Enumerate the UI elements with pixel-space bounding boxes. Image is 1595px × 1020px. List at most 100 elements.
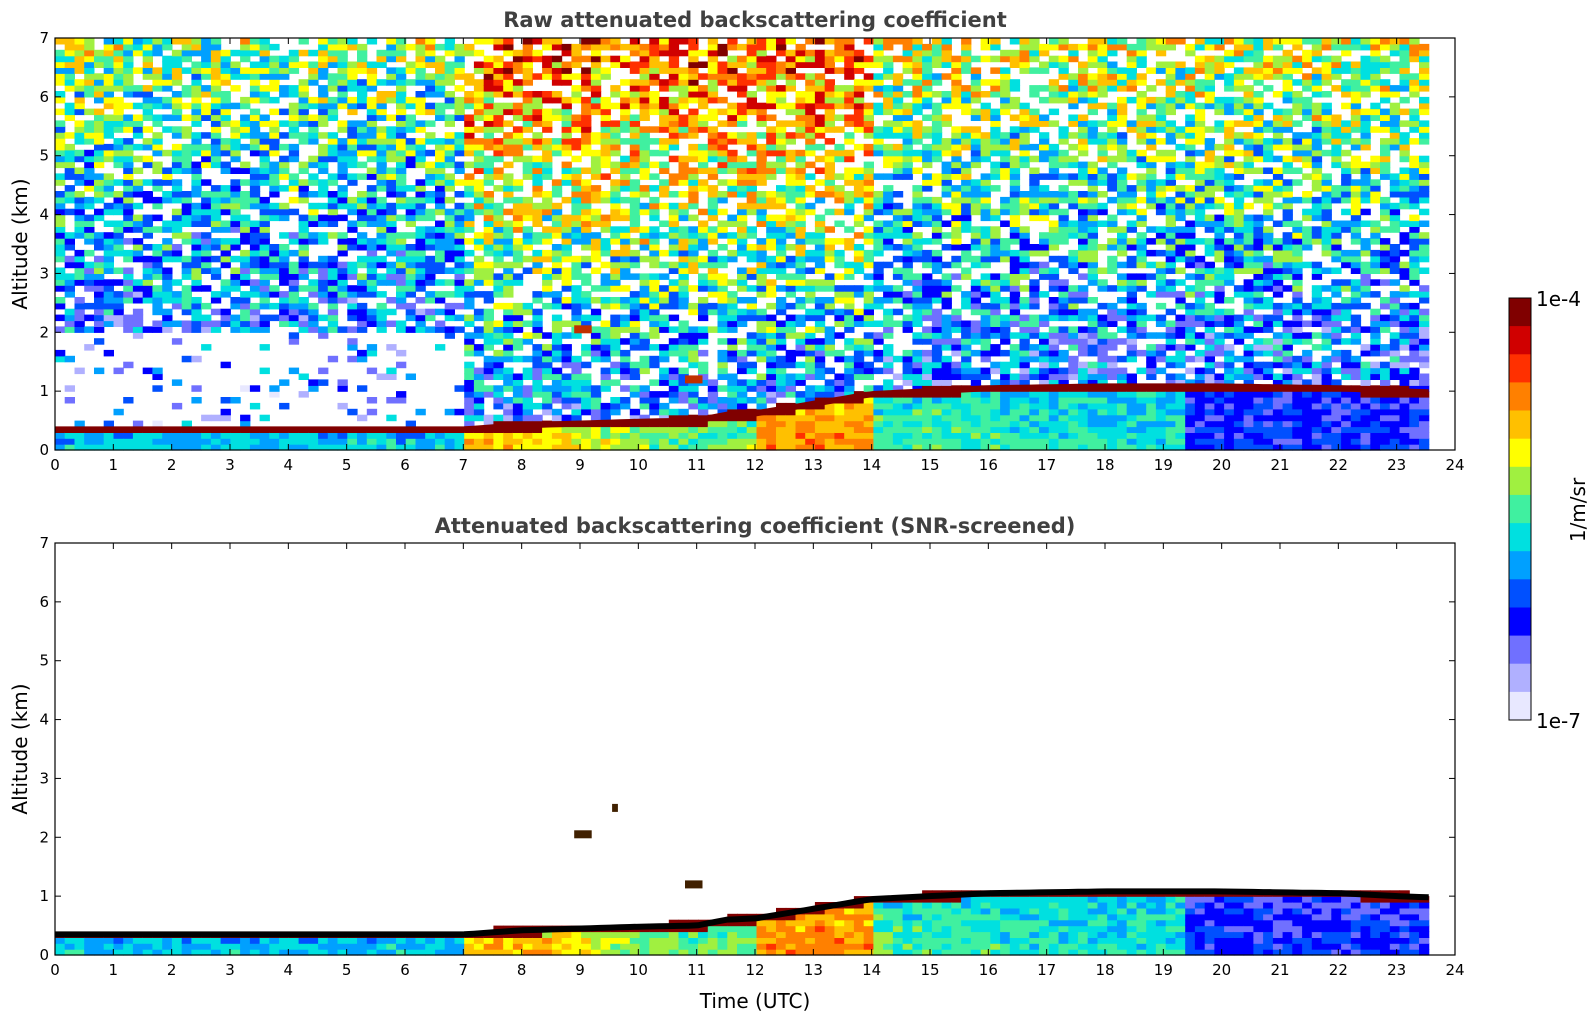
heatmap-cell	[444, 196, 455, 204]
heatmap-cell	[55, 55, 66, 63]
heatmap-cell	[249, 285, 261, 292]
heatmap-cell	[814, 297, 826, 304]
heatmap-cell	[951, 444, 962, 451]
heatmap-cell	[727, 191, 738, 198]
heatmap-cell	[990, 185, 1001, 192]
heatmap-cell	[259, 326, 270, 333]
heatmap-cell	[610, 191, 621, 198]
heatmap-cell	[522, 208, 533, 216]
heatmap-cell	[707, 73, 719, 80]
heatmap-cell	[941, 344, 952, 351]
heatmap-cell	[912, 367, 923, 375]
heatmap-cell	[435, 43, 446, 51]
heatmap-cell	[922, 255, 933, 263]
heatmap-cell	[659, 126, 670, 133]
heatmap-cell	[220, 397, 231, 404]
heatmap-cell	[756, 426, 767, 433]
heatmap-cell	[405, 196, 416, 204]
heatmap-cell	[776, 326, 787, 333]
heatmap-cell	[191, 314, 202, 322]
heatmap-cell	[814, 373, 826, 380]
heatmap-cell	[678, 79, 689, 86]
heatmap-cell	[698, 161, 709, 169]
heatmap-cell	[454, 149, 465, 157]
heatmap-cell	[444, 161, 455, 169]
heatmap-cell	[844, 273, 855, 280]
heatmap-cell	[532, 214, 543, 222]
heatmap-cell	[551, 143, 563, 151]
heatmap-cell	[298, 302, 309, 310]
heatmap-cell	[620, 226, 631, 233]
heatmap-cell	[980, 355, 991, 363]
heatmap-cell	[844, 132, 855, 139]
heatmap-cell	[1000, 402, 1011, 410]
heatmap-cell	[980, 226, 991, 233]
heatmap-cell	[318, 185, 329, 192]
heatmap-cell	[94, 91, 105, 98]
heatmap-cell	[756, 273, 767, 280]
heatmap-cell	[970, 196, 982, 204]
heatmap-cell	[990, 279, 1001, 286]
heatmap-cell	[483, 232, 494, 239]
heatmap-cell	[376, 202, 387, 210]
heatmap-cell	[785, 408, 796, 416]
heatmap-cell	[561, 220, 572, 227]
heatmap-cell	[210, 108, 222, 116]
heatmap-cell	[74, 202, 85, 210]
heatmap-cell	[142, 85, 153, 92]
heatmap-cell	[171, 79, 183, 86]
heatmap-cell	[853, 102, 865, 110]
heatmap-cell	[493, 355, 504, 363]
heatmap-cell	[483, 161, 494, 169]
heatmap-cell	[366, 273, 378, 280]
heatmap-cell	[512, 155, 524, 163]
heatmap-cell	[629, 226, 641, 233]
heatmap-cell	[941, 138, 952, 145]
heatmap-cell	[941, 143, 952, 151]
heatmap-cell	[415, 43, 426, 51]
heatmap-cell	[84, 326, 95, 333]
heatmap-cell	[951, 149, 962, 157]
heatmap-cell	[298, 226, 309, 233]
heatmap-cell	[366, 132, 378, 139]
heatmap-cell	[532, 344, 543, 351]
heatmap-cell	[698, 349, 709, 357]
heatmap-cell	[357, 67, 368, 74]
heatmap-cell	[824, 285, 835, 292]
heatmap-cell	[220, 291, 231, 298]
heatmap-cell	[64, 102, 75, 110]
heatmap-cell	[737, 355, 748, 363]
heatmap-cell	[269, 385, 280, 392]
heatmap-cell	[629, 149, 641, 157]
heatmap-cell	[834, 332, 845, 339]
heatmap-cell	[678, 355, 689, 363]
heatmap-cell	[493, 185, 504, 192]
heatmap-cell	[941, 179, 952, 186]
heatmap-cell	[191, 308, 202, 316]
heatmap-cell	[473, 279, 485, 286]
heatmap-cell	[425, 291, 436, 298]
heatmap-cell	[308, 155, 319, 163]
heatmap-cell	[357, 49, 368, 57]
heatmap-cell	[464, 208, 475, 216]
heatmap-cell	[220, 432, 231, 439]
heatmap-cell	[883, 308, 894, 316]
heatmap-cell	[220, 114, 231, 121]
heatmap-cell	[269, 261, 280, 269]
heatmap-cell	[327, 273, 339, 280]
heatmap-cell	[863, 249, 874, 257]
heatmap-cell	[600, 438, 611, 445]
heatmap-cell	[678, 214, 689, 222]
heatmap-cell	[795, 214, 806, 222]
heatmap-cell	[834, 114, 845, 121]
heatmap-cell	[581, 132, 592, 139]
heatmap-cell	[649, 238, 660, 245]
heatmap-cell	[386, 273, 397, 280]
heatmap-cell	[347, 173, 358, 180]
heatmap-cell	[561, 349, 572, 357]
heatmap-cell	[230, 273, 241, 280]
heatmap-cell	[366, 367, 378, 375]
heatmap-cell	[532, 391, 543, 398]
heatmap-cell	[512, 408, 524, 416]
heatmap-cell	[795, 226, 806, 233]
